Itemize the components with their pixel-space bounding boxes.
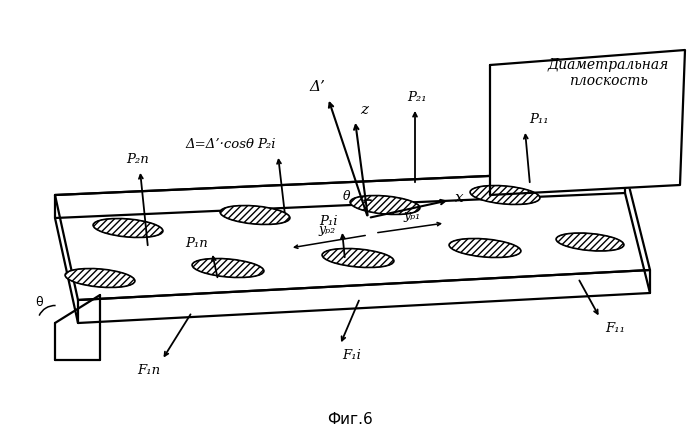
Text: F₁n: F₁n	[137, 364, 160, 377]
Text: F₁i: F₁i	[342, 349, 361, 362]
Polygon shape	[55, 170, 625, 218]
Text: Фиг.6: Фиг.6	[326, 412, 373, 427]
Text: F₁₁: F₁₁	[605, 322, 625, 335]
Text: θ: θ	[36, 296, 43, 310]
Polygon shape	[78, 270, 650, 323]
Text: P₂i: P₂i	[257, 138, 276, 151]
Text: x: x	[455, 191, 463, 205]
Ellipse shape	[220, 206, 290, 224]
Text: yₚ₁: yₚ₁	[403, 209, 421, 222]
Ellipse shape	[192, 258, 264, 277]
Ellipse shape	[556, 233, 624, 251]
Text: Δ=Δ’·cosθ: Δ=Δ’·cosθ	[185, 138, 254, 152]
Text: Диаметральная
плоскость: Диаметральная плоскость	[547, 58, 669, 88]
Polygon shape	[490, 50, 685, 195]
Text: P₂n: P₂n	[127, 153, 150, 166]
Text: yₚ₂: yₚ₂	[319, 223, 336, 235]
Ellipse shape	[350, 195, 420, 214]
Text: P₁₁: P₁₁	[529, 113, 549, 126]
Text: z: z	[360, 103, 368, 117]
Text: P₁i: P₁i	[319, 215, 338, 228]
Ellipse shape	[449, 239, 521, 258]
Ellipse shape	[322, 248, 394, 268]
Text: θ: θ	[343, 190, 350, 202]
Ellipse shape	[93, 219, 163, 237]
Text: Δ’: Δ’	[309, 80, 325, 94]
Polygon shape	[55, 170, 650, 300]
Ellipse shape	[470, 186, 540, 205]
Text: P₂₁: P₂₁	[408, 91, 427, 104]
Text: P₁n: P₁n	[185, 237, 208, 250]
Ellipse shape	[65, 269, 135, 288]
